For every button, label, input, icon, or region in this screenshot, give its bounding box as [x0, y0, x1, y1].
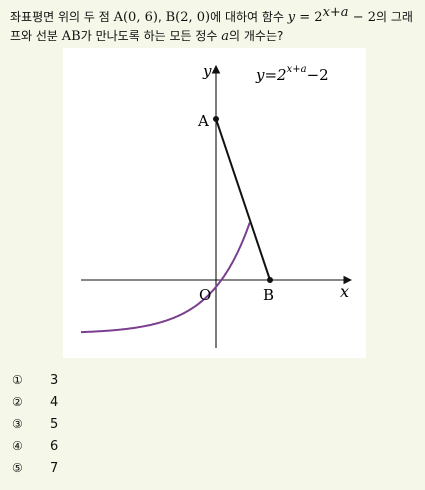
point-b-coord: B(2, 0)	[165, 10, 211, 25]
choice-marker: ③	[12, 417, 23, 431]
exponential-curve	[81, 222, 251, 334]
question-part-3: 의 그래프와 선분	[10, 10, 413, 43]
function-base: = 2	[295, 10, 323, 25]
point-separator: ,	[157, 10, 166, 24]
choice-value: 4	[50, 394, 59, 410]
question-part-1: 좌표평면 위의 두 점	[10, 10, 114, 24]
graph-figure: y x O A B y=2x+a−2	[63, 48, 366, 358]
question-text: 좌표평면 위의 두 점 A(0, 6), B(2, 0)에 대하여 함수 y =…	[10, 5, 418, 46]
choice-marker: ②	[12, 395, 23, 409]
segment-name: AB	[61, 29, 81, 44]
graph-svg: y x O A B y=2x+a−2	[81, 62, 353, 348]
choice-value: 7	[50, 460, 59, 476]
choice-marker: ⑤	[12, 461, 23, 475]
point-b	[267, 277, 273, 283]
function-exponent: x+a	[322, 5, 349, 20]
choice-value: 6	[50, 438, 59, 454]
curve-label-exponent: x+a	[287, 64, 307, 75]
point-a-coord: A(0, 6)	[113, 10, 158, 25]
x-axis-label: x	[340, 282, 349, 301]
question-part-2: 에 대하여 함수	[210, 10, 288, 24]
function-tail: − 2	[348, 10, 376, 25]
y-axis-label: y	[202, 62, 212, 80]
curve-label: y=2x+a−2	[255, 64, 329, 84]
function-lhs: y	[287, 10, 296, 25]
origin-label: O	[199, 286, 211, 304]
choice-marker: ①	[12, 373, 23, 387]
curve-label-lhs: y=2	[255, 66, 287, 84]
point-a	[213, 116, 219, 122]
point-b-label: B	[263, 286, 274, 304]
point-a-label: A	[197, 112, 209, 130]
variable-a: a	[221, 29, 230, 44]
question-part-5: 의 개수는?	[229, 29, 284, 43]
choice-marker: ④	[12, 439, 23, 453]
choice-value: 3	[50, 372, 59, 388]
segment-ab	[215, 118, 271, 281]
curve-label-tail: −2	[307, 66, 329, 84]
question-part-4: 가 만나도록 하는 모든 정수	[80, 29, 222, 43]
choice-value: 5	[50, 416, 59, 432]
